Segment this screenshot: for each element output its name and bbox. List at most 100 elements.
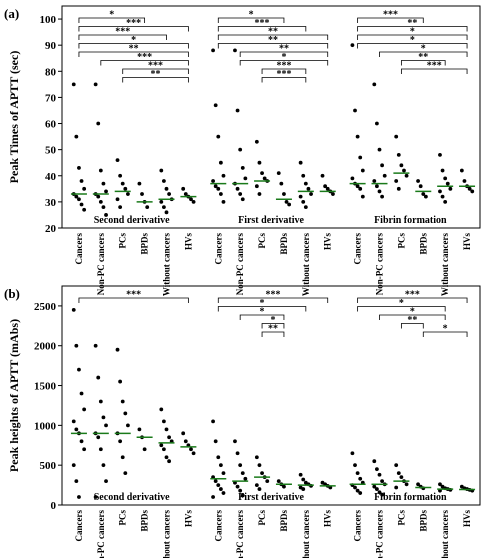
data-point: [71, 419, 76, 424]
data-point: [418, 184, 423, 189]
data-point: [470, 189, 475, 194]
data-point: [79, 391, 84, 396]
significance-label: ***: [276, 61, 291, 72]
data-point: [213, 439, 218, 444]
data-point: [423, 194, 428, 199]
significance-label: *: [421, 44, 426, 55]
data-point: [243, 476, 248, 481]
data-point: [120, 181, 125, 186]
data-point: [276, 479, 281, 484]
y-tick-label: 90: [45, 40, 57, 52]
significance-label: *: [260, 307, 265, 318]
data-point: [183, 439, 188, 444]
data-point: [448, 186, 453, 191]
data-point: [82, 447, 87, 452]
data-point: [394, 179, 399, 183]
x-tick-label: PCs: [118, 233, 128, 249]
data-point: [303, 205, 308, 210]
y-tick-label: 100: [40, 14, 57, 26]
significance-label: **: [268, 35, 278, 46]
data-point: [98, 399, 103, 404]
data-point: [358, 491, 363, 495]
data-point: [438, 482, 442, 487]
data-point: [221, 471, 226, 476]
significance-bracket: [122, 68, 189, 74]
section-label: Second derivative: [94, 215, 170, 226]
data-point: [355, 488, 360, 493]
data-point: [74, 343, 79, 348]
data-point: [115, 197, 120, 202]
significance-bracket: [217, 26, 307, 32]
data-point: [120, 455, 125, 460]
data-point: [287, 202, 292, 207]
significance-label: *: [410, 35, 415, 46]
x-tick-label: PCs: [257, 233, 267, 249]
y-tick-label: 70: [45, 92, 57, 104]
significance-bracket: [400, 68, 468, 74]
data-point: [396, 471, 401, 476]
significance-bracket: [78, 26, 189, 32]
significance-label: ***: [137, 52, 152, 63]
data-point: [238, 463, 243, 468]
data-point: [218, 487, 223, 491]
x-tick-label: BPDs: [140, 233, 150, 255]
x-tick-label: HVs: [323, 233, 333, 251]
y-tick-label: 2000: [34, 341, 57, 353]
data-point: [238, 488, 243, 493]
data-point: [216, 455, 221, 460]
data-point: [191, 451, 196, 456]
data-point: [123, 411, 128, 416]
data-point: [98, 168, 103, 173]
significance-bracket: [357, 26, 468, 32]
data-point: [301, 173, 306, 178]
data-point: [93, 82, 98, 87]
significance-label: *: [399, 298, 404, 309]
data-point: [279, 181, 284, 186]
plot-frame: [61, 285, 481, 506]
data-point: [416, 482, 420, 487]
significance-bracket: [357, 306, 446, 312]
data-point: [238, 147, 243, 152]
data-point: [118, 439, 123, 444]
data-point: [71, 463, 76, 468]
data-point: [211, 419, 215, 424]
data-point: [265, 479, 270, 484]
data-point: [167, 435, 172, 440]
significance-label: *: [271, 315, 276, 326]
significance-bracket: [261, 331, 285, 337]
data-point: [257, 463, 262, 468]
data-point: [443, 176, 448, 181]
x-tick-label: Non-PC cancers: [96, 510, 106, 558]
x-tick-label: Without cancers: [301, 233, 311, 297]
significance-label: **: [279, 44, 289, 55]
data-point: [104, 479, 108, 484]
significance-label: *: [109, 10, 114, 21]
data-point: [298, 160, 303, 165]
data-point: [77, 166, 81, 170]
x-tick-label: Cancers: [74, 510, 84, 542]
x-tick-label: Non-PC cancers: [235, 510, 245, 558]
data-point: [380, 194, 384, 199]
significance-bracket: [78, 297, 189, 303]
x-tick-label: Cancers: [74, 233, 84, 265]
data-point: [298, 472, 303, 477]
x-tick-label: PCs: [396, 233, 406, 249]
data-point: [118, 205, 123, 210]
significance-bracket: [261, 77, 307, 83]
y-tick-label: 80: [45, 66, 57, 78]
data-point: [77, 367, 81, 372]
data-point: [79, 179, 84, 183]
data-point: [101, 415, 106, 420]
y-tick-label: 0: [51, 500, 57, 512]
data-point: [162, 419, 166, 424]
data-point: [331, 192, 335, 196]
data-point: [240, 166, 245, 170]
y-tick-label: 60: [45, 119, 57, 131]
data-point: [221, 199, 226, 204]
data-point: [216, 134, 221, 139]
data-point: [377, 189, 382, 194]
significance-bracket: [217, 34, 329, 40]
data-point: [375, 467, 379, 472]
data-point: [238, 192, 243, 196]
